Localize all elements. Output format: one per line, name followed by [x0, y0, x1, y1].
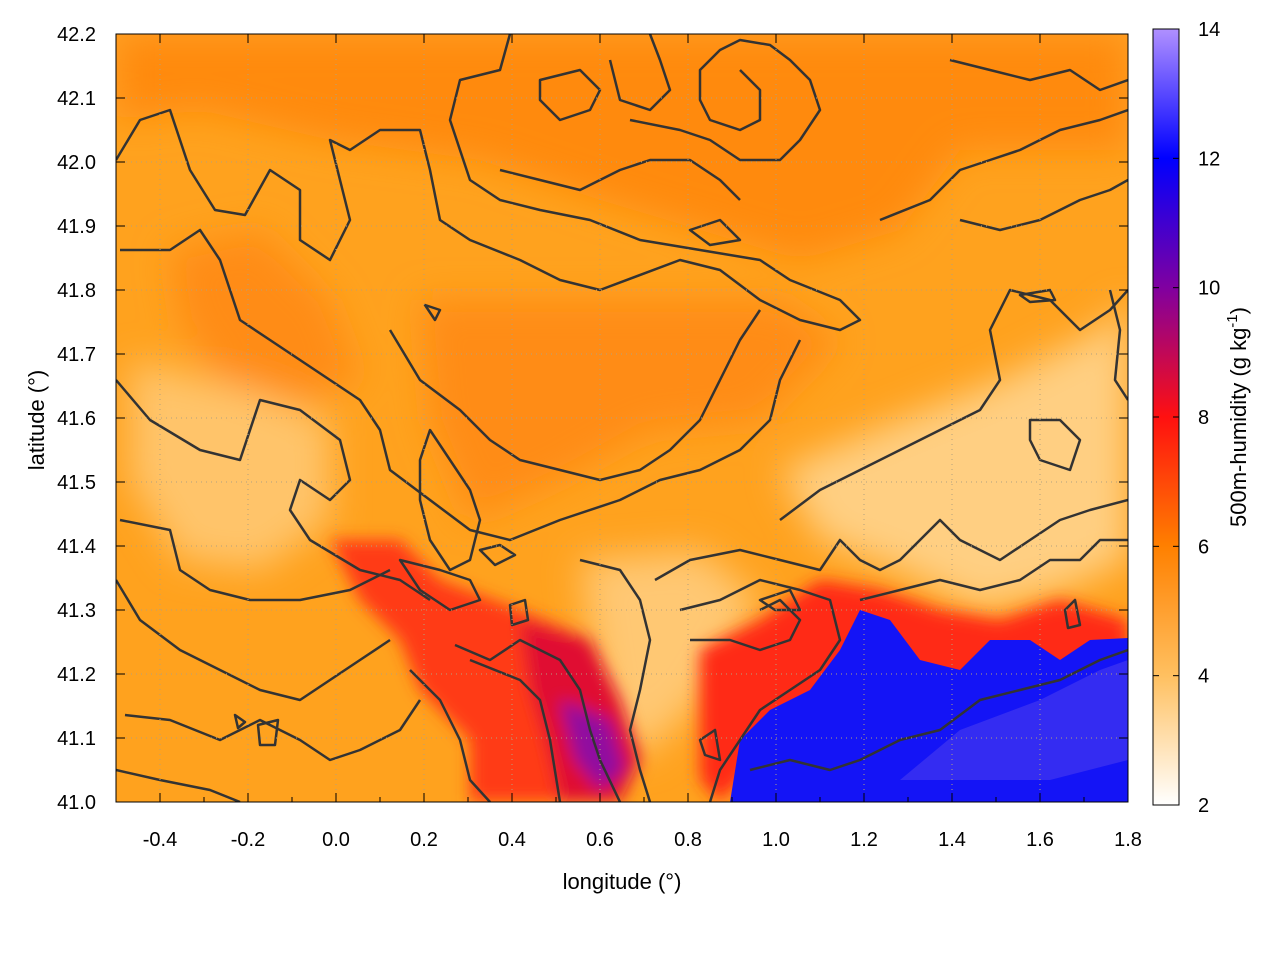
x-tick-label: 0.0 [322, 829, 350, 851]
y-tick-label: 41.1 [57, 728, 96, 750]
contour-line [116, 579, 391, 702]
y-tick-labels: 41.0 41.1 41.2 41.3 41.4 41.5 41.6 41.7 41.8 41.9… [57, 24, 96, 814]
contour-line [508, 598, 530, 627]
contour-line [959, 178, 1128, 232]
colorbar-ticks [1153, 28, 1179, 806]
contour-line [749, 648, 1128, 772]
contour-line [409, 669, 491, 802]
contour-line [120, 228, 802, 542]
x-tick-label: 1.0 [762, 829, 790, 851]
contour-line [119, 518, 391, 602]
x-tick-label: 0.4 [498, 829, 526, 851]
colorbar-title: 500m-humidity (g kg-1) [1224, 307, 1251, 527]
contour-line [1108, 289, 1128, 401]
contour-line [629, 38, 822, 162]
y-tick-label: 41.7 [57, 344, 96, 366]
y-tick-label: 41.9 [57, 216, 96, 238]
contour-line [654, 498, 1128, 582]
x-tick-labels: -0.4 -0.2 0.0 0.2 0.4 0.6 0.8 1.0 1.2 1.4 1.6 1.8 [143, 829, 1142, 851]
contour-line [116, 379, 431, 602]
colorbar-tick-label: 12 [1198, 148, 1220, 170]
field-pale-west [130, 360, 330, 570]
grid-lines [116, 33, 1129, 803]
y-tick-label: 42.1 [57, 88, 96, 110]
x-tick-label: 0.2 [410, 829, 438, 851]
x-tick-label: 1.2 [850, 829, 878, 851]
contour-line [679, 578, 842, 802]
y-tick-label: 41.4 [57, 536, 96, 558]
contour-line [499, 158, 741, 201]
contour-line [454, 638, 622, 802]
contour-line [779, 288, 1128, 521]
x-tick-label: 1.8 [1114, 829, 1142, 851]
x-tick-label: 1.4 [938, 829, 966, 851]
field-purple-core [560, 700, 625, 790]
y-axis-title: latitude (°) [24, 370, 49, 471]
y-tick-label: 41.2 [57, 664, 96, 686]
contour-line [1028, 418, 1082, 472]
y-tick-label: 42.0 [57, 152, 96, 174]
colorbar-tick-labels: 2 4 6 8 10 12 14 [1198, 19, 1220, 817]
contour-line [478, 543, 517, 567]
field-red-coast-west [330, 540, 600, 802]
contour-line [1018, 288, 1057, 304]
contour-line [398, 558, 482, 612]
contour-line [469, 658, 562, 802]
colorbar-tick-label: 6 [1198, 536, 1209, 558]
y-tick-label: 41.5 [57, 472, 96, 494]
y-tick-label: 41.0 [57, 792, 96, 814]
plot-frame [115, 33, 1129, 803]
x-tick-label: 0.6 [586, 829, 614, 851]
contour-line [859, 538, 1128, 602]
contour-line [233, 713, 247, 730]
x-tick-label: 1.6 [1026, 829, 1054, 851]
colorbar-title-main: 500m-humidity (g kg [1226, 328, 1251, 527]
contour-line [256, 718, 280, 747]
field-sea-light [900, 660, 1128, 780]
contour-line [538, 68, 602, 122]
contour-line [758, 588, 802, 612]
x-tick-label: 0.8 [674, 829, 702, 851]
colorbar-tick-label: 8 [1198, 407, 1209, 429]
field-west-orange [170, 230, 360, 400]
y-tick-label: 41.6 [57, 408, 96, 430]
contour-line [690, 598, 802, 652]
x-tick-label: -0.4 [143, 829, 177, 851]
contour-line [879, 108, 1128, 222]
contour-line [688, 218, 742, 247]
colorbar-tick-label: 4 [1198, 666, 1209, 688]
contour-line [418, 428, 482, 572]
y-tick-label: 41.3 [57, 600, 96, 622]
contour-line [124, 699, 422, 762]
colorbar-title-sup: -1 [1224, 314, 1241, 327]
colorbar-tick-label: 10 [1198, 278, 1220, 300]
field-central-orange [420, 300, 840, 520]
x-axis-title: longitude (°) [563, 869, 682, 894]
colorbar-tick-label: 2 [1198, 795, 1209, 817]
contour-line [608, 34, 672, 112]
contour-line [949, 58, 1128, 92]
y-tick-label: 41.8 [57, 280, 96, 302]
contour-line [116, 34, 862, 332]
field-northern-band [116, 34, 1128, 260]
colorbar-tick-label: 14 [1198, 19, 1220, 41]
contour-line [1063, 598, 1082, 630]
contour-line [116, 768, 241, 802]
x-tick-label: -0.2 [231, 829, 265, 851]
contour-line [579, 558, 652, 802]
contour-line [423, 303, 442, 322]
contour-line [698, 728, 722, 762]
y-tick-label: 42.2 [57, 24, 96, 46]
colorbar-title-end: ) [1226, 307, 1251, 314]
